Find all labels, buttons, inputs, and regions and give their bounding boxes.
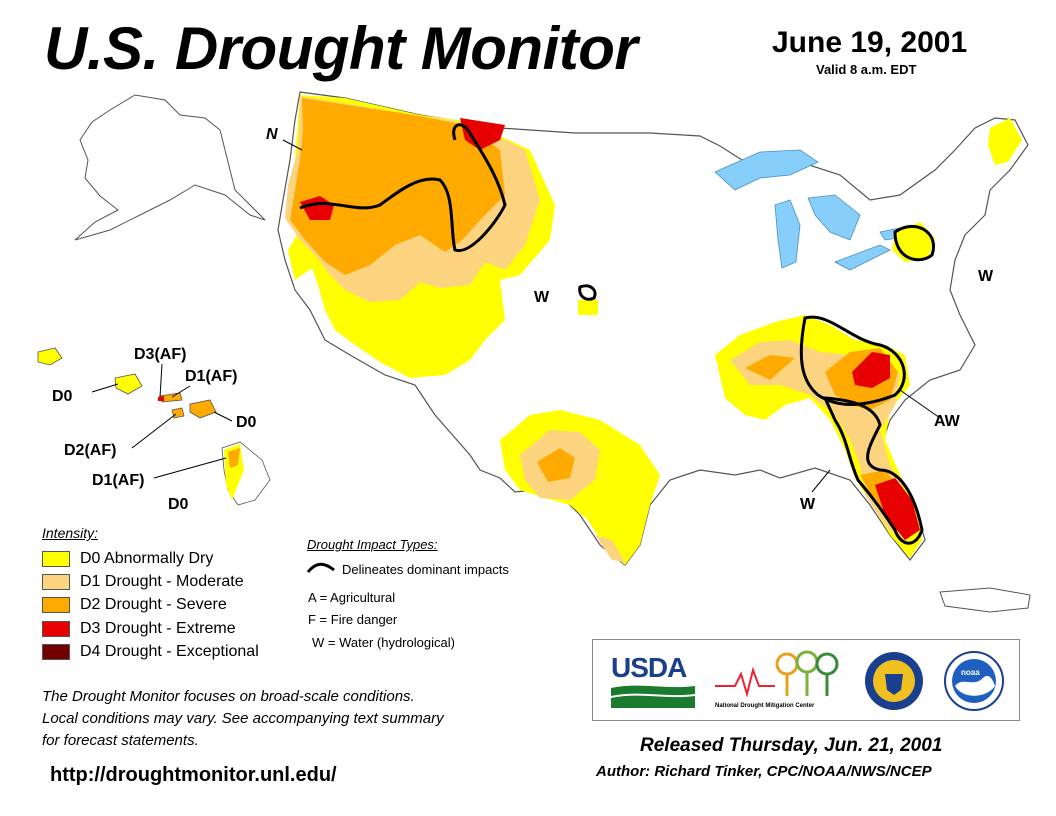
pointer-n — [282, 139, 303, 151]
ndmc-logo-graphic — [715, 650, 839, 698]
noaa-logo: noaa — [943, 650, 1005, 712]
hawaii-label-d1af-bottom: D1(AF) — [92, 472, 145, 489]
hawaii-niihau-kauai — [37, 347, 63, 366]
hawaii-big-island-d2 — [228, 448, 240, 468]
valid-time: Valid 8 a.m. EDT — [816, 62, 917, 77]
impact-type-a: A = Agricultural — [308, 590, 396, 605]
impact-label-n: N — [266, 126, 278, 143]
impact-line-northwest — [299, 123, 507, 252]
legend-swatch-d3 — [42, 621, 70, 637]
d3-southeast-carolinas — [852, 352, 890, 388]
lake-erie — [834, 244, 891, 271]
noaa-logo-text: noaa — [961, 668, 980, 677]
d3-southeast-florida — [875, 478, 920, 540]
lake-superior — [714, 149, 819, 191]
usda-logo-text: USDA — [611, 652, 687, 683]
usda-logo-graphic — [611, 685, 695, 708]
hawaii-label-d0-left: D0 — [52, 388, 73, 405]
alaska-outline — [74, 94, 266, 241]
impact-label-aw: AW — [934, 413, 960, 430]
focus-line-1: The Drought Monitor focuses on broad-sca… — [42, 688, 415, 705]
legend-label-d3: D3 Drought - Extreme — [80, 620, 236, 637]
d3-northwest-montana — [460, 118, 505, 150]
website-link[interactable]: http://droughtmonitor.unl.edu/ — [50, 764, 337, 786]
legend-label-d1: D1 Drought - Moderate — [80, 573, 244, 590]
d2-southeast — [745, 348, 915, 535]
legend-heading: Intensity: — [42, 525, 99, 541]
hawaii-lanai — [171, 407, 185, 419]
pointer-d0-left — [91, 383, 119, 393]
legend-swatch-d0 — [42, 551, 70, 567]
pointer-d3af — [159, 363, 163, 398]
impact-line-icon — [306, 562, 335, 573]
usda-logo: USDA — [611, 652, 695, 708]
impact-label-w-northeast: W — [978, 268, 994, 285]
hawaii-label-d1af-top: D1(AF) — [185, 368, 238, 385]
ndmc-logo: National Drought Mitigation Center — [715, 650, 847, 712]
hawaii-maui — [189, 399, 217, 419]
d0-maine — [988, 118, 1022, 165]
commerce-seal-graphic — [865, 652, 923, 710]
pointer-d1af-bottom — [153, 457, 227, 479]
puerto-rico — [939, 587, 1031, 613]
hawaii-oahu — [114, 373, 143, 395]
d3-northwest-oregon — [300, 196, 334, 220]
legend-label-d0: D0 Abnormally Dry — [80, 550, 214, 567]
hawaii-label-d2af: D2(AF) — [64, 442, 117, 459]
d0-colorado-spot — [578, 300, 598, 315]
impact-type-w: W = Water (hydrological) — [312, 635, 455, 650]
lake-huron — [807, 194, 861, 241]
impact-types-heading: Drought Impact Types: — [307, 537, 438, 552]
impact-line-southeast — [822, 396, 924, 545]
focus-line-2: Local conditions may vary. See accompany… — [42, 710, 444, 727]
d2-southwest — [537, 448, 575, 482]
agency-logos: USDA National Drought Mitigation Center — [592, 639, 1020, 721]
hawaii-label-d0-bottom: D0 — [168, 496, 189, 513]
legend-item-d2: D2 Drought - Severe — [42, 596, 227, 614]
impact-label-w-southeast: W — [800, 496, 816, 513]
legend-swatch-d1 — [42, 574, 70, 590]
author-credit: Author: Richard Tinker, CPC/NOAA/NWS/NCE… — [596, 763, 932, 780]
legend-item-d1: D1 Drought - Moderate — [42, 573, 244, 591]
impact-line-colorado — [578, 284, 597, 301]
hawaii-label-d0-right: D0 — [236, 414, 257, 431]
pointer-aw — [899, 389, 941, 419]
noaa-logo-graphic — [944, 651, 1004, 711]
legend-swatch-d2 — [42, 597, 70, 613]
impact-delineates-text: Delineates dominant impacts — [342, 562, 509, 577]
ndmc-logo-text: National Drought Mitigation Center — [715, 703, 815, 709]
hawaii-label-d3af: D3(AF) — [134, 346, 187, 363]
hawaii-d3-spot — [158, 396, 164, 401]
impact-line-mideast — [799, 315, 906, 406]
legend-item-d4: D4 Drought - Exceptional — [42, 643, 259, 661]
impact-type-f: F = Fire danger — [308, 612, 398, 627]
legend-label-d2: D2 Drought - Severe — [80, 596, 227, 613]
page-title: U.S. Drought Monitor — [44, 15, 638, 82]
release-date: Released Thursday, Jun. 21, 2001 — [640, 735, 943, 756]
d1-southtexas — [595, 535, 625, 562]
legend-item-d0: D0 Abnormally Dry — [42, 550, 213, 568]
lake-michigan — [774, 199, 801, 269]
focus-statement: The Drought Monitor focuses on broad-sca… — [42, 686, 582, 752]
map-date: June 19, 2001 — [772, 26, 968, 59]
pointer-d0-right — [213, 411, 233, 422]
commerce-seal — [863, 650, 925, 712]
pointer-w-southeast — [811, 469, 831, 493]
pointer-d1af-top — [171, 385, 191, 398]
legend-item-d3: D3 Drought - Extreme — [42, 620, 236, 638]
pointer-d2af — [131, 413, 177, 449]
focus-line-3: for forecast statements. — [42, 732, 199, 749]
impact-line-northeast — [893, 225, 935, 262]
legend-swatch-d4 — [42, 644, 70, 660]
impact-label-w-plains: W — [534, 289, 550, 306]
legend-label-d4: D4 Drought - Exceptional — [80, 643, 259, 660]
